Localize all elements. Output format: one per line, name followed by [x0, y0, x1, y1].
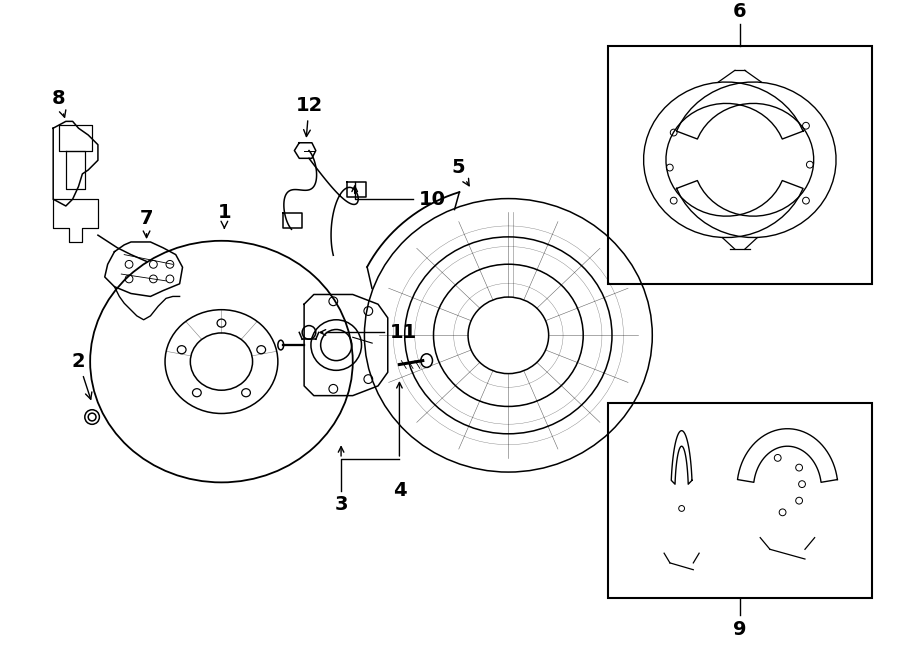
Text: 11: 11: [390, 323, 417, 342]
Text: 8: 8: [52, 89, 66, 117]
Text: 9: 9: [734, 619, 747, 639]
Text: 5: 5: [451, 157, 469, 186]
Text: 12: 12: [295, 97, 322, 137]
Text: 7: 7: [140, 209, 153, 238]
Bar: [608, 46, 872, 284]
Text: 2: 2: [72, 352, 92, 399]
Bar: [608, 403, 872, 598]
Text: 6: 6: [733, 2, 747, 21]
Text: 4: 4: [392, 481, 406, 500]
Text: 3: 3: [334, 495, 347, 514]
Text: 10: 10: [418, 190, 446, 209]
Text: 1: 1: [218, 204, 231, 228]
